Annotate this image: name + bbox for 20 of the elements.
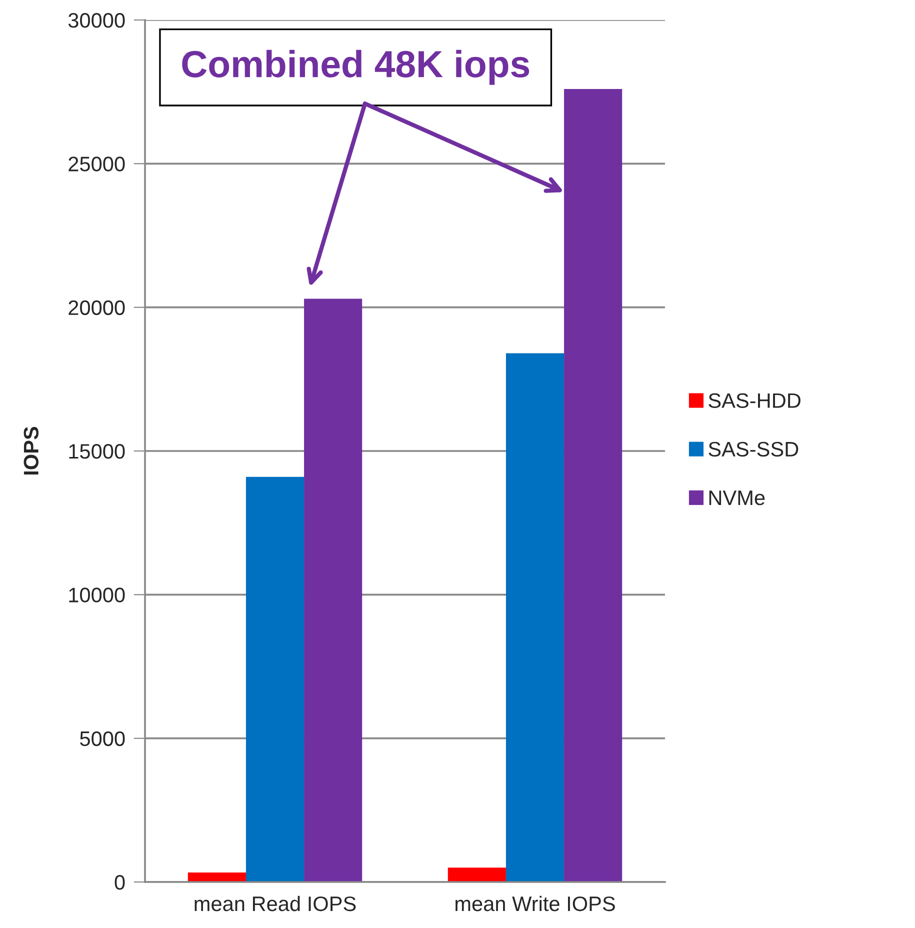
y-tick-label: 15000	[69, 444, 125, 459]
y-tick-label: 10000	[69, 588, 125, 602]
annotation: Combined 48K iops	[182, 50, 530, 85]
legend-label: NVMe	[709, 490, 765, 506]
x-tick-label: mean Read IOPS	[194, 896, 356, 912]
bar	[246, 476, 304, 882]
y-tick-label: 0	[114, 875, 125, 890]
bar	[506, 353, 564, 882]
legend-label: SAS-SSD	[708, 442, 798, 457]
y-tick-label: 30000	[68, 13, 125, 28]
x-tick-label: mean Write IOPS	[456, 896, 615, 912]
bar	[564, 88, 622, 882]
bar	[448, 868, 506, 882]
y-tick-label: 25000	[68, 156, 125, 172]
y-axis-title: IOPS	[24, 426, 39, 474]
legend-label: SAS-HDD	[708, 393, 800, 408]
y-tick-label: 5000	[80, 731, 125, 746]
y-tick-label: 20000	[68, 300, 125, 316]
bar	[188, 872, 246, 882]
bar	[304, 298, 362, 882]
